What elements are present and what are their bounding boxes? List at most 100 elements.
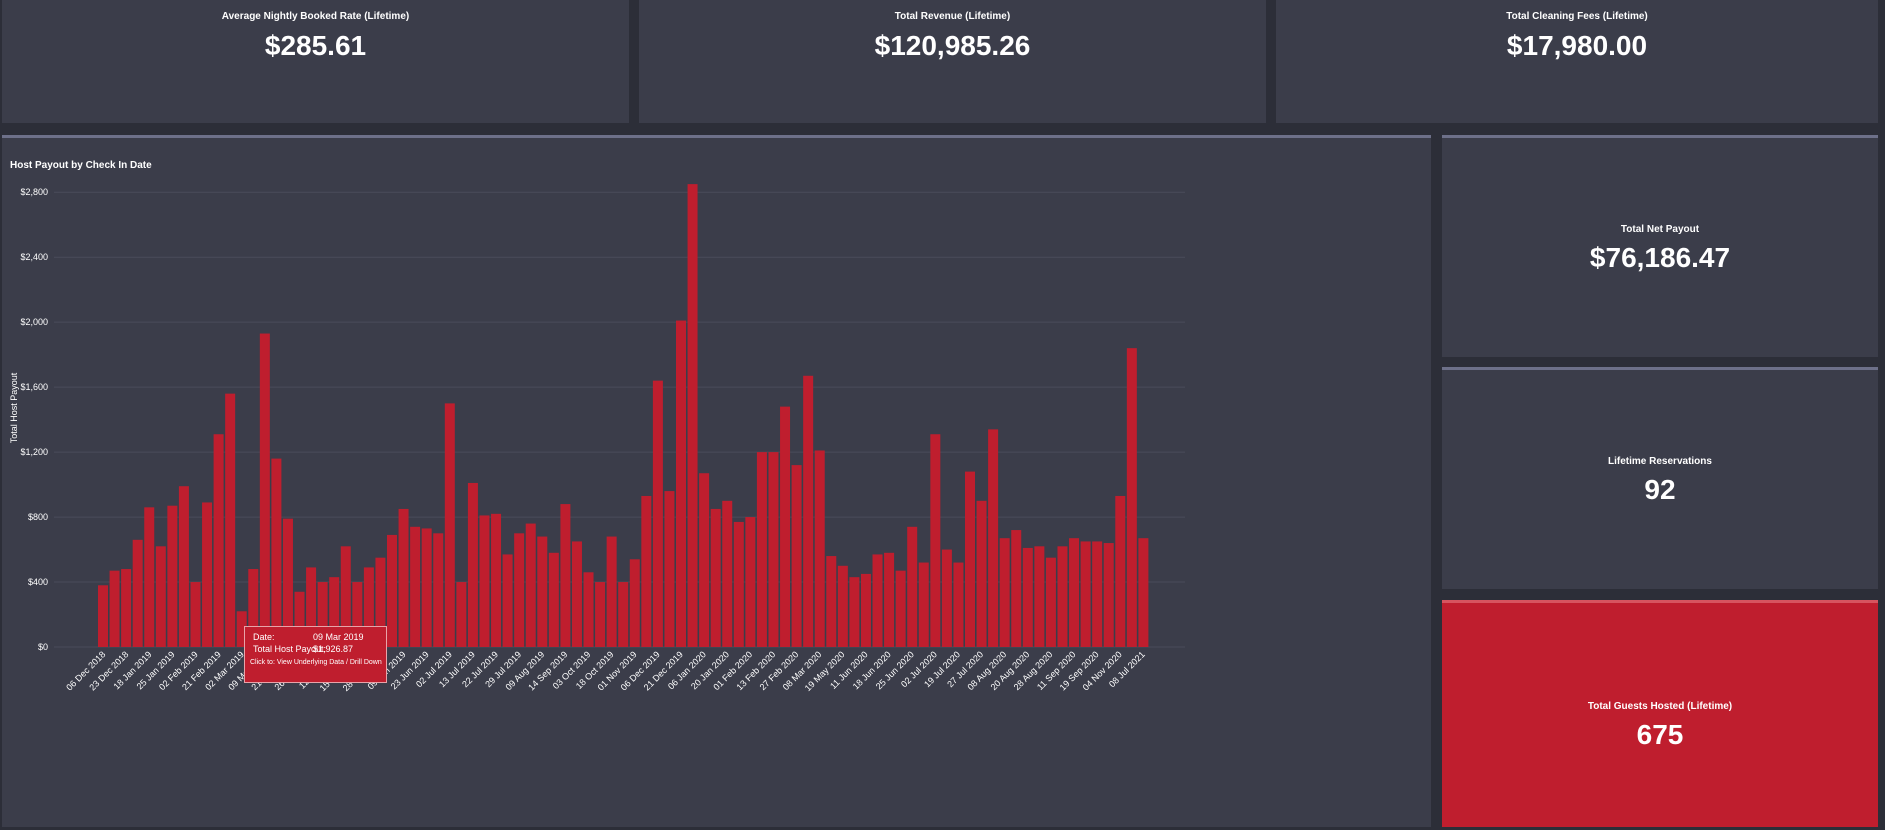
tooltip-hint[interactable]: Click to: View Underlying Data / Drill D… [250, 659, 382, 666]
bar[interactable] [826, 556, 837, 647]
bar[interactable] [930, 434, 941, 647]
bar[interactable] [1022, 547, 1033, 647]
bar[interactable] [178, 486, 189, 647]
bar[interactable] [687, 184, 698, 647]
bar[interactable] [595, 582, 606, 647]
bar[interactable] [121, 569, 132, 647]
bar[interactable] [872, 554, 883, 647]
bar[interactable] [918, 562, 929, 647]
bar[interactable] [606, 536, 617, 647]
bar[interactable] [502, 554, 513, 647]
tooltip-payout-value: $1,926.87 [313, 644, 354, 654]
bar[interactable] [814, 450, 825, 647]
bar[interactable] [953, 562, 964, 647]
bar[interactable] [699, 473, 710, 647]
chart-tooltip[interactable]: Date: 09 Mar 2019 Total Host Payout: $1,… [244, 626, 387, 683]
bar[interactable] [837, 565, 848, 647]
bar[interactable] [1103, 543, 1114, 647]
bar[interactable] [456, 582, 467, 647]
bar[interactable] [467, 482, 478, 647]
bar[interactable] [652, 380, 663, 647]
bar[interactable] [1092, 541, 1103, 647]
bar[interactable] [791, 465, 802, 647]
bar[interactable] [884, 552, 895, 647]
bar[interactable] [988, 429, 999, 647]
bar[interactable] [98, 585, 108, 647]
kpi-card-avg-rate: Average Nightly Booked Rate (Lifetime) $… [2, 0, 629, 123]
bar[interactable] [941, 549, 952, 647]
bar[interactable] [780, 406, 791, 647]
bar[interactable] [479, 515, 490, 647]
kpi-card-reservations: Lifetime Reservations 92 [1442, 367, 1878, 589]
bar[interactable] [733, 521, 744, 647]
bar[interactable] [571, 541, 582, 647]
bar[interactable] [1080, 541, 1091, 647]
bar[interactable] [190, 582, 201, 647]
bar[interactable] [329, 577, 340, 647]
bar[interactable] [1138, 538, 1149, 647]
bar[interactable] [167, 505, 178, 647]
bar[interactable] [525, 523, 536, 647]
bar[interactable] [132, 539, 143, 647]
bar[interactable] [537, 536, 548, 647]
bar[interactable] [745, 517, 756, 647]
bar[interactable] [109, 570, 120, 647]
bar[interactable] [340, 546, 351, 647]
bar[interactable] [271, 458, 282, 647]
bar[interactable] [514, 533, 525, 647]
bar[interactable] [410, 526, 421, 647]
bar[interactable] [202, 502, 213, 647]
bar[interactable] [421, 528, 432, 647]
bar[interactable] [1034, 546, 1045, 647]
bar[interactable] [710, 508, 721, 647]
bar[interactable] [155, 546, 166, 647]
bar[interactable] [225, 393, 236, 647]
bar[interactable] [629, 559, 640, 647]
bar[interactable] [999, 538, 1010, 647]
bar[interactable] [965, 471, 975, 647]
bar[interactable] [1045, 557, 1056, 647]
y-tick-label: $0 [38, 642, 48, 652]
bar[interactable] [236, 611, 247, 647]
bar[interactable] [1057, 546, 1068, 647]
bar[interactable] [560, 504, 571, 647]
bar[interactable] [352, 582, 363, 647]
bar[interactable] [433, 533, 444, 647]
bar[interactable] [618, 582, 629, 647]
kpi-card-net-payout: Total Net Payout $76,186.47 [1442, 135, 1878, 357]
bar[interactable] [756, 452, 767, 647]
bar[interactable] [259, 333, 270, 647]
bar[interactable] [768, 452, 779, 647]
bar[interactable] [976, 500, 987, 647]
bar[interactable] [144, 507, 155, 647]
bar[interactable] [664, 491, 675, 647]
bar[interactable] [860, 573, 871, 647]
bar[interactable] [398, 508, 409, 647]
bar[interactable] [583, 572, 594, 647]
bar[interactable] [306, 567, 317, 647]
bar[interactable] [641, 495, 652, 647]
bar[interactable] [676, 320, 686, 647]
host-payout-bar-chart[interactable]: $0 $400 $800 $1,200 $1,600 $2,000 $2,400 $2,800… [2, 138, 1431, 830]
bar[interactable] [444, 403, 455, 647]
bar[interactable] [1069, 538, 1080, 647]
bar[interactable] [907, 526, 918, 647]
bar[interactable] [803, 375, 814, 647]
bar[interactable] [849, 577, 860, 647]
bar[interactable] [1115, 495, 1126, 647]
bar[interactable] [548, 552, 559, 647]
bar[interactable] [282, 518, 293, 647]
bar[interactable] [491, 513, 502, 647]
bar[interactable] [375, 557, 386, 647]
bar[interactable] [248, 569, 259, 647]
bar[interactable] [213, 434, 224, 647]
bar[interactable] [294, 591, 305, 647]
bar[interactable] [1126, 348, 1137, 647]
bar[interactable] [363, 567, 374, 647]
kpi-card-guests-hosted: Total Guests Hosted (Lifetime) 675 [1442, 600, 1878, 827]
bar[interactable] [1011, 530, 1022, 647]
bar[interactable] [317, 582, 328, 647]
bar[interactable] [722, 500, 733, 647]
bar[interactable] [387, 534, 397, 647]
bar[interactable] [895, 570, 906, 647]
